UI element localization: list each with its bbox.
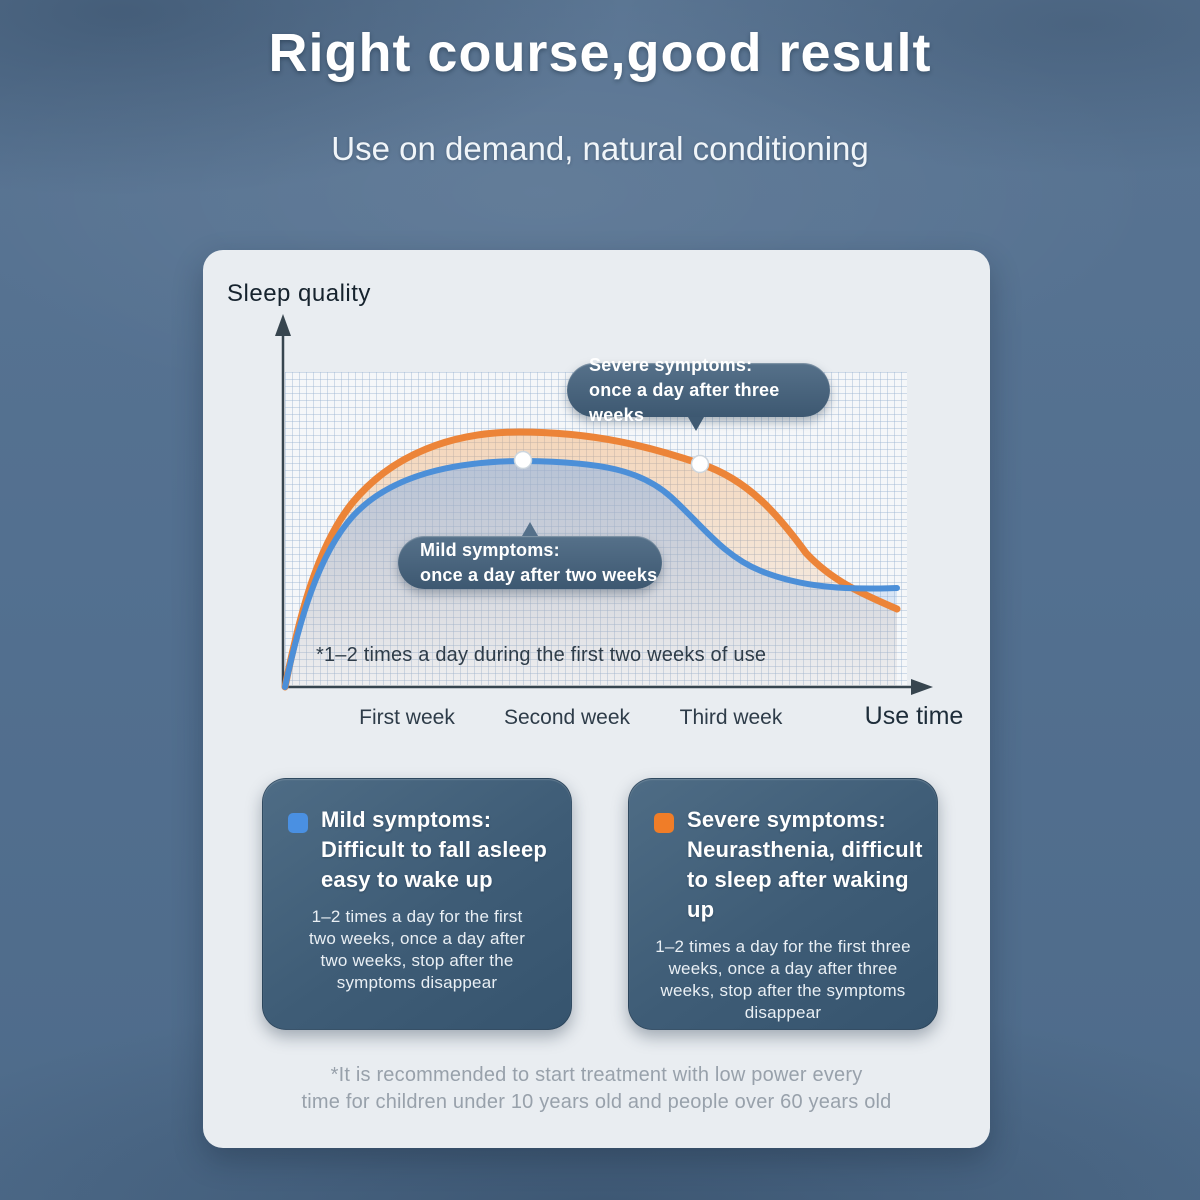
page-subtitle: Use on demand, natural conditioning [331,130,869,167]
severe-body-line2: weeks, once a day after three [668,959,898,978]
mild-tooltip-line1: Mild symptoms: [420,539,560,560]
mild-body-line4: symptoms disappear [336,973,498,992]
severe-panel-heading: Severe symptoms: Neurasthenia, difficult… [629,779,937,925]
mild-heading-line1: Mild symptoms: [321,807,492,832]
mild-curve [282,457,900,690]
mild-body-line2: two weeks, once a day after [308,929,526,948]
severe-body-line4: disappear [744,1003,822,1022]
severe-heading-line2: Neurasthenia, difficult [687,837,923,862]
x-axis-label: Use time [864,702,964,730]
mild-swatch-icon [288,813,308,833]
footer-note: *It is recommended to start treatment wi… [203,1062,990,1116]
severe-swatch-icon [654,813,674,833]
mild-body-line1: 1–2 times a day for the first [311,907,523,926]
mild-body-line3: two weeks, stop after the [320,951,514,970]
mild-marker-dot [513,450,533,470]
y-axis-arrow-icon [275,314,291,336]
x-axis-arrow-icon [911,679,933,695]
severe-curve [281,428,901,691]
chart-card: Sleep quality [203,250,990,1148]
severe-marker-dot [690,454,710,474]
footer-note-line2: time for children under 10 years old and… [301,1091,892,1113]
y-axis-label: Sleep quality [227,280,371,307]
severe-panel-body: 1–2 times a day for the first three week… [629,936,937,1024]
severe-symptoms-panel: Severe symptoms: Neurasthenia, difficult… [628,778,938,1030]
mild-heading-line3: easy to wake up [321,867,493,892]
mild-tooltip: Mild symptoms: once a day after two week… [398,522,662,589]
severe-heading-line1: Severe symptoms: [687,807,886,832]
mild-heading-line2: Difficult to fall asleep [321,837,548,862]
mild-tooltip-line2: once a day after two weeks [420,564,658,585]
mild-panel-heading: Mild symptoms: Difficult to fall asleep … [263,779,571,895]
mild-symptoms-panel: Mild symptoms: Difficult to fall asleep … [262,778,572,1030]
severe-heading-line3: to sleep after waking up [687,867,909,922]
severe-body-line3: weeks, stop after the symptoms [660,981,906,1000]
x-tick-first-week: First week [359,706,455,729]
severe-tooltip-line1: Severe symptoms: [589,354,753,375]
x-tick-third-week: Third week [679,706,783,729]
severe-tooltip: Severe symptoms: once a day after three … [567,355,830,431]
mild-panel-body: 1–2 times a day for the first two weeks,… [263,906,571,994]
severe-body-line1: 1–2 times a day for the first three [655,937,911,956]
x-tick-second-week: Second week [503,706,631,729]
page-title: Right course,good result [268,23,932,83]
chart-note: *1–2 times a day during the first two we… [316,644,767,666]
footer-note-line1: *It is recommended to start treatment wi… [330,1064,863,1086]
severe-tooltip-line2: once a day after three weeks [589,379,780,425]
